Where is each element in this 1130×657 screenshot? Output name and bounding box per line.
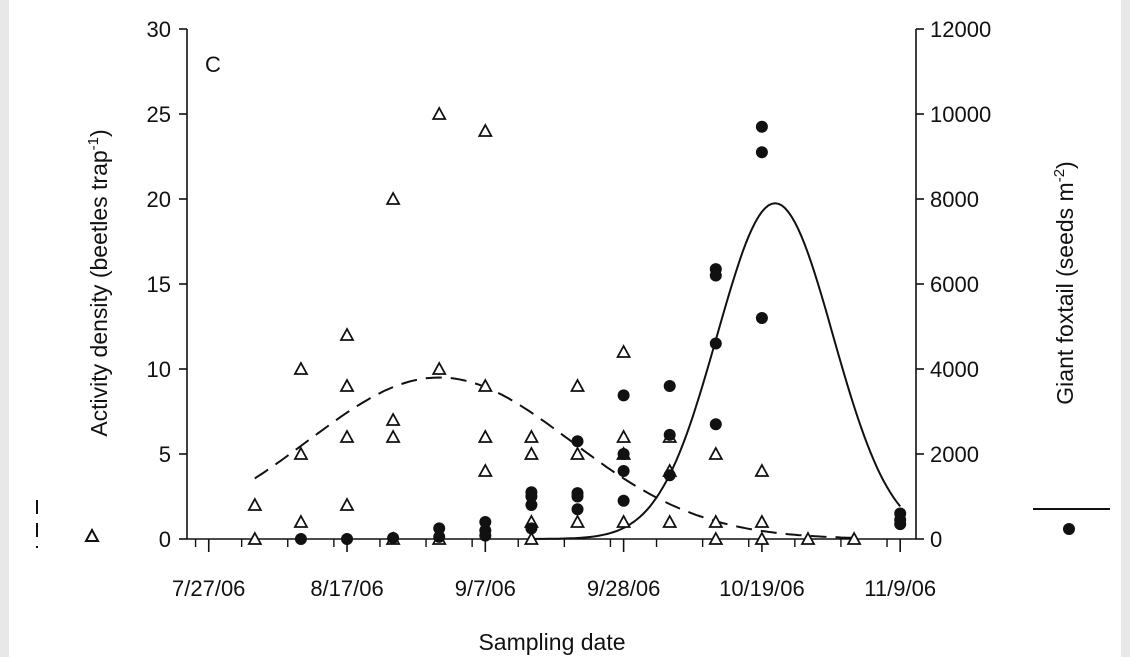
beetle-data-point — [247, 531, 263, 545]
legend-filled-circle-icon — [1063, 523, 1075, 535]
foxtail-data-point — [571, 435, 584, 448]
y-left-tick-label: 20 — [147, 187, 171, 212]
legend-triangle-icon — [84, 527, 100, 542]
beetle-data-point — [339, 429, 355, 443]
foxtail-data-point — [525, 499, 538, 511]
y-right-tick-label: 4000 — [930, 357, 979, 382]
y-left-tick-label: 5 — [159, 442, 171, 467]
y-right-tick-label: 10000 — [930, 102, 991, 127]
y-left-tick-label: 15 — [147, 272, 171, 297]
beetle-data-point — [247, 497, 263, 511]
beetle-data-point — [569, 514, 586, 528]
y-left-tick-label: 30 — [147, 17, 171, 42]
y-left-tick-label: 0 — [159, 527, 171, 552]
beetle-data-point — [662, 514, 678, 528]
beetle-data-point — [523, 429, 539, 443]
axes — [186, 29, 917, 540]
beetle-data-point — [569, 446, 586, 460]
chart-svg: 0 5 10 15 20 25 30 0 2000 4000 6000 8000 10000 12000 7… — [36, 17, 1110, 655]
beetle-data-point — [477, 429, 493, 443]
x-tick-label: 9/7/06 — [455, 576, 516, 601]
y-right-tick-label: 0 — [930, 527, 942, 552]
beetle-data-point — [754, 514, 770, 528]
beetle-data-point — [616, 429, 632, 443]
beetle-data-point — [339, 378, 355, 392]
beetle-data-point — [339, 497, 355, 511]
beetle-data-point — [293, 446, 309, 460]
beetle-data-point — [293, 514, 309, 528]
x-tick-label: 9/28/06 — [587, 576, 660, 601]
beetle-data-point — [800, 531, 816, 545]
foxtail-data-point — [709, 337, 722, 350]
foxtail-data-point — [617, 389, 630, 402]
foxtail-data-point — [617, 448, 630, 460]
foxtail-data-point — [709, 418, 722, 431]
beetle-data-point — [339, 327, 355, 341]
x-axis-title: Sampling date — [478, 629, 625, 655]
foxtail-data-point — [894, 518, 907, 531]
beetle-data-point — [569, 378, 586, 392]
foxtail-data-point — [294, 533, 307, 545]
y-right-tick-label: 12000 — [930, 17, 991, 42]
beetle-data-point — [846, 531, 862, 545]
beetle-data-point — [708, 446, 724, 460]
beetle-data-point — [616, 514, 632, 528]
legend-left — [36, 500, 100, 548]
y-right-tick-label: 8000 — [930, 187, 979, 212]
data-marks — [247, 106, 907, 545]
foxtail-data-point — [755, 146, 768, 159]
beetle-data-point — [293, 361, 309, 375]
foxtail-data-point — [663, 428, 676, 441]
foxtail-data-point — [663, 469, 676, 482]
beetle-data-point — [616, 344, 632, 358]
beetle-data-point — [477, 123, 493, 137]
y-axis-title-left: Activity density (beetles trap-1) — [85, 129, 112, 436]
beetle-data-point — [385, 191, 401, 205]
foxtail-data-point — [571, 490, 584, 503]
beetle-data-point — [431, 361, 447, 375]
x-tick-label: 10/19/06 — [719, 576, 805, 601]
beetle-data-point — [477, 378, 493, 392]
foxtail-data-point — [433, 530, 446, 543]
y-axis-title-right: Giant foxtail (seeds m-2) — [1051, 161, 1078, 404]
foxtail-data-point — [663, 380, 676, 392]
y-right-tick-label: 6000 — [930, 272, 979, 297]
x-tick-label: 7/27/06 — [172, 576, 245, 601]
beetle-data-point — [754, 463, 770, 477]
beetle-data-point — [385, 412, 401, 426]
foxtail-data-point — [479, 516, 492, 528]
y-right-tick-label: 2000 — [930, 442, 979, 467]
x-tick-label: 11/9/06 — [864, 576, 936, 601]
beetle-data-point — [523, 531, 539, 545]
x-tick-label: 8/17/06 — [310, 576, 383, 601]
y-left-tick-label: 10 — [147, 357, 171, 382]
foxtail-data-point — [617, 494, 630, 507]
foxtail-data-point — [755, 312, 768, 324]
legend-right — [1033, 508, 1110, 535]
foxtail-data-point — [571, 503, 584, 516]
foxtail-data-point — [617, 465, 630, 477]
panel-label: C — [205, 52, 221, 77]
foxtail-data-point — [479, 529, 492, 542]
beetle-data-point — [477, 463, 493, 477]
foxtail-data-point — [525, 490, 538, 503]
ticks: 0 5 10 15 20 25 30 0 2000 4000 6000 8000 10000 12000 7… — [147, 17, 992, 601]
beetle-fit-curve — [254, 376, 855, 539]
foxtail-data-point — [755, 120, 768, 133]
y-left-tick-label: 25 — [147, 102, 171, 127]
beetle-data-point — [523, 446, 539, 460]
foxtail-data-point — [709, 269, 722, 282]
foxtail-data-point — [341, 533, 354, 545]
foxtail-fit-curve — [531, 202, 901, 540]
foxtail-data-point — [525, 522, 538, 535]
beetle-data-point — [708, 531, 724, 545]
beetle-data-point — [385, 429, 401, 443]
beetle-data-point — [708, 514, 724, 528]
foxtail-data-point — [433, 522, 446, 535]
foxtail-data-point — [387, 531, 400, 544]
chart-panel: 0 5 10 15 20 25 30 0 2000 4000 6000 8000 10000 12000 7… — [9, 0, 1121, 657]
beetle-data-point — [754, 531, 770, 545]
beetle-data-point — [431, 106, 447, 120]
